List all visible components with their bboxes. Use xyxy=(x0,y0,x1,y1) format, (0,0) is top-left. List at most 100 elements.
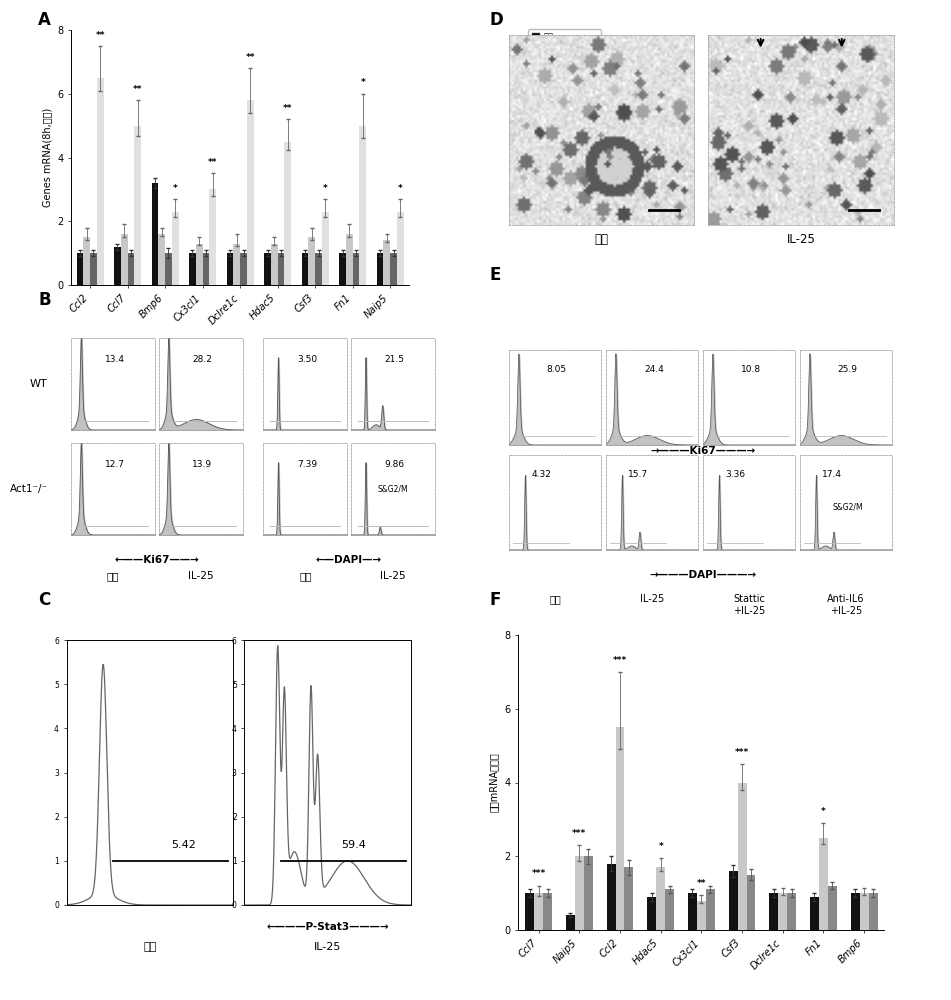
Text: 12.7: 12.7 xyxy=(105,460,125,469)
Bar xyxy=(353,253,359,285)
Bar xyxy=(172,212,179,285)
Bar xyxy=(127,253,134,285)
Bar xyxy=(697,900,706,930)
Text: IL-25: IL-25 xyxy=(314,942,341,952)
Text: 17.4: 17.4 xyxy=(822,470,842,479)
Text: 24.4: 24.4 xyxy=(644,365,664,374)
Text: IL-25: IL-25 xyxy=(640,594,664,604)
Bar xyxy=(778,893,787,930)
Bar xyxy=(114,247,121,285)
Bar xyxy=(769,893,778,930)
Bar xyxy=(525,893,534,930)
Text: 对照: 对照 xyxy=(144,942,156,952)
Text: 59.4: 59.4 xyxy=(340,840,366,850)
Bar xyxy=(397,212,403,285)
Bar xyxy=(90,253,97,285)
Text: 15.7: 15.7 xyxy=(628,470,649,479)
Text: 13.4: 13.4 xyxy=(105,355,125,364)
Bar xyxy=(278,253,284,285)
Text: 对照: 对照 xyxy=(594,233,609,246)
Text: ←———P-Stat3———→: ←———P-Stat3———→ xyxy=(266,922,389,932)
Text: *: * xyxy=(398,184,402,193)
Bar xyxy=(165,253,172,285)
Text: →———Ki67———→: →———Ki67———→ xyxy=(650,446,755,456)
Bar xyxy=(584,856,592,930)
Text: IL-25: IL-25 xyxy=(786,233,816,246)
Bar xyxy=(648,897,656,930)
Bar xyxy=(860,893,868,930)
Text: A: A xyxy=(38,11,51,29)
Text: **: ** xyxy=(95,31,105,40)
Text: ***: *** xyxy=(612,656,627,664)
Bar xyxy=(607,864,615,930)
Bar xyxy=(543,893,553,930)
Text: *: * xyxy=(173,184,178,193)
Text: F: F xyxy=(490,591,501,609)
Text: **: ** xyxy=(245,53,255,62)
Bar xyxy=(359,126,366,285)
Text: →———DAPI———→: →———DAPI———→ xyxy=(650,570,756,580)
Text: 8.05: 8.05 xyxy=(547,365,567,374)
Bar xyxy=(377,253,383,285)
Bar xyxy=(77,253,84,285)
Bar xyxy=(151,183,159,285)
Y-axis label: Genes mRNA(8h,相对): Genes mRNA(8h,相对) xyxy=(42,108,52,207)
Text: 9.86: 9.86 xyxy=(384,460,404,469)
Bar xyxy=(315,253,321,285)
Bar xyxy=(574,856,584,930)
Text: Anti-IL6
+IL-25: Anti-IL6 +IL-25 xyxy=(827,594,864,616)
Text: 25.9: 25.9 xyxy=(838,365,858,374)
Text: IL-25: IL-25 xyxy=(188,571,213,581)
Bar xyxy=(97,78,104,285)
Bar xyxy=(566,915,574,930)
Bar xyxy=(706,889,715,930)
Bar xyxy=(321,212,329,285)
Text: ←——Ki67——→: ←——Ki67——→ xyxy=(114,555,200,565)
Text: *: * xyxy=(323,184,328,193)
Text: S&G2/M: S&G2/M xyxy=(832,503,864,512)
Text: Act1⁻/⁻: Act1⁻/⁻ xyxy=(10,484,48,494)
Text: 28.2: 28.2 xyxy=(192,355,212,364)
Text: **: ** xyxy=(697,879,706,888)
Legend: 对照, IL-25, Act1⁻/⁻ 对照, Act1⁻/⁻-IL-25: 对照, IL-25, Act1⁻/⁻ 对照, Act1⁻/⁻-IL-25 xyxy=(529,29,601,79)
Text: 对照: 对照 xyxy=(107,571,120,581)
Bar xyxy=(868,893,878,930)
Bar xyxy=(615,727,625,930)
Bar xyxy=(665,889,674,930)
Bar xyxy=(247,100,254,285)
Bar xyxy=(850,893,860,930)
Text: *: * xyxy=(658,842,663,851)
Bar xyxy=(534,893,543,930)
Text: ←—DAPI—→: ←—DAPI—→ xyxy=(316,555,382,565)
Bar xyxy=(656,867,665,930)
Bar xyxy=(240,253,247,285)
Bar xyxy=(189,253,196,285)
Bar xyxy=(226,253,233,285)
Text: C: C xyxy=(38,591,50,609)
Text: **: ** xyxy=(133,85,143,94)
Text: S&G2/M: S&G2/M xyxy=(378,485,408,493)
Y-axis label: 基因mRNA（相对: 基因mRNA（相对 xyxy=(489,753,499,812)
Bar xyxy=(688,893,697,930)
Bar xyxy=(828,886,837,930)
Text: 13.9: 13.9 xyxy=(192,460,212,469)
Text: *: * xyxy=(360,78,365,87)
Text: 对照: 对照 xyxy=(299,571,312,581)
Text: **: ** xyxy=(208,158,218,167)
Text: D: D xyxy=(490,11,503,29)
Bar xyxy=(787,893,796,930)
Bar xyxy=(271,244,278,285)
Bar xyxy=(346,234,353,285)
Bar xyxy=(264,253,271,285)
Text: 对照: 对照 xyxy=(549,594,561,604)
Text: *: * xyxy=(821,807,825,816)
Text: 4.32: 4.32 xyxy=(532,470,551,479)
Bar xyxy=(233,244,240,285)
Text: WT: WT xyxy=(29,379,48,389)
Text: 10.8: 10.8 xyxy=(741,365,761,374)
Bar xyxy=(728,871,738,930)
Bar xyxy=(625,867,633,930)
Bar xyxy=(301,253,308,285)
Bar xyxy=(738,782,747,930)
Bar xyxy=(159,234,165,285)
